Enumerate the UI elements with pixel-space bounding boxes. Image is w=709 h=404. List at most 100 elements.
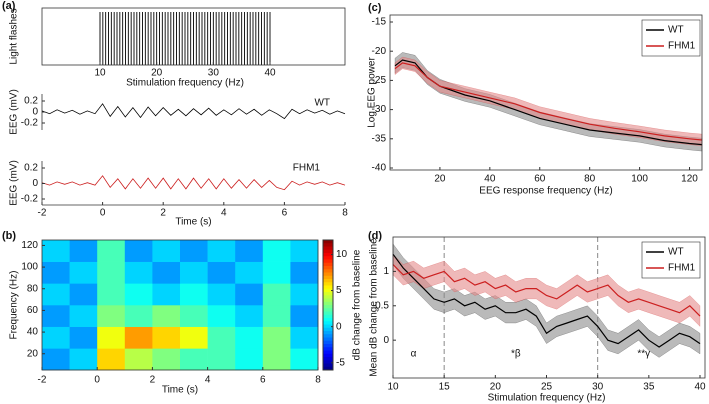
panel-label: (a) — [2, 0, 16, 12]
heat-cell — [97, 261, 126, 284]
y-tick-label: 0 — [383, 335, 389, 346]
x-tick-label: 2 — [160, 208, 166, 219]
heat-cell — [124, 261, 153, 284]
heat-cell — [290, 348, 319, 371]
heat-cell — [180, 240, 208, 262]
x-axis-label: Time (s) — [162, 385, 198, 396]
x-tick-label: 100 — [631, 174, 648, 185]
heat-cell — [69, 261, 98, 284]
x-axis-label: Stimulation frequency (Hz) — [126, 78, 244, 89]
heat-cell — [97, 305, 126, 327]
y-tick-label: -0.2 — [21, 118, 39, 129]
colorbar-step — [323, 272, 333, 277]
colorbar-step — [323, 282, 333, 286]
heat-cell — [124, 240, 153, 262]
heat-cell — [262, 305, 291, 327]
panel-label: (d) — [368, 230, 382, 242]
heat-cell — [262, 283, 291, 306]
heat-cell — [235, 261, 264, 284]
heat-cell — [290, 261, 319, 284]
y-axis-label: Frequency (Hz) — [9, 271, 20, 340]
heat-cell — [262, 326, 291, 349]
legend-label: FHM1 — [668, 41, 696, 52]
x-tick-label: 60 — [534, 174, 546, 185]
colorbar-step — [323, 266, 333, 270]
y-tick-label: -35 — [372, 133, 387, 144]
heat-cell — [97, 240, 126, 262]
panel-label: (c) — [368, 2, 382, 14]
colorbar-step — [323, 350, 333, 355]
heat-cell — [124, 283, 153, 306]
heat-cell — [69, 283, 98, 306]
x-tick-label: 8 — [315, 375, 321, 386]
heat-cell — [69, 305, 98, 327]
y-tick-label: -0.2 — [21, 194, 39, 205]
heat-cell — [42, 305, 70, 327]
y-tick-label: 80 — [27, 283, 39, 294]
colorbar-step — [323, 295, 333, 299]
legend-label: WT — [668, 25, 684, 36]
x-tick-label: 6 — [282, 208, 288, 219]
colorbar-tick-label: 0 — [336, 321, 342, 332]
y-axis-label: EEG (mV) — [9, 89, 20, 135]
heat-cell — [152, 326, 181, 349]
heat-cell — [152, 261, 181, 284]
colorbar-step — [323, 301, 333, 306]
heat-cell — [69, 240, 98, 262]
error-band — [392, 253, 701, 328]
colorbar-step — [323, 246, 333, 251]
y-tick-label: -40 — [372, 163, 387, 174]
heat-cell — [152, 283, 181, 306]
y-tick-label: 120 — [21, 240, 38, 251]
error-band — [392, 243, 701, 358]
colorbar-step — [323, 334, 333, 338]
x-tick-label: 4 — [221, 208, 227, 219]
colorbar-step — [323, 314, 333, 319]
heat-cell — [180, 305, 208, 327]
heat-cell — [152, 348, 181, 371]
colorbar-step — [323, 249, 333, 254]
heat-cell — [42, 261, 70, 284]
heat-cell — [290, 283, 319, 306]
heat-cell — [124, 305, 153, 327]
colorbar-step — [323, 269, 333, 273]
colorbar-step — [323, 285, 333, 290]
colorbar-step — [323, 288, 333, 293]
trace-label: WT — [314, 98, 330, 109]
colorbar-step — [323, 340, 333, 345]
colorbar-step — [323, 279, 333, 283]
colorbar-tick-label: -5 — [336, 357, 345, 368]
heat-cell — [207, 261, 236, 284]
y-tick-label: -20 — [372, 46, 387, 57]
legend-label: WT — [668, 247, 684, 258]
heat-cell — [235, 305, 264, 327]
heat-cell — [207, 240, 236, 262]
heat-cell — [235, 326, 264, 349]
colorbar-step — [323, 331, 333, 335]
colorbar-step — [323, 363, 333, 368]
heat-cell — [235, 348, 264, 371]
series-line — [392, 253, 701, 348]
eeg-trace — [41, 175, 346, 191]
colorbar-step — [323, 327, 333, 332]
annotation: **γ — [637, 349, 650, 360]
colorbar-step — [323, 324, 333, 329]
colorbar-step — [323, 253, 333, 257]
colorbar-step — [323, 337, 333, 342]
y-tick-label: 0 — [32, 178, 38, 189]
panel: WT FHM1 20 40 60 80 100 120 -40 -35 -30 -25 -20 -15 EE… — [367, 2, 703, 197]
y-axis-label: Light flashes — [9, 8, 20, 64]
heat-cell — [235, 240, 264, 262]
heat-cell — [42, 240, 70, 262]
y-tick-label: 1 — [383, 266, 389, 277]
y-axis-label: Mean dB change from baseline — [369, 238, 380, 377]
heat-cell — [124, 348, 153, 371]
y-axis-label: EEG (mV) — [9, 160, 20, 206]
panel: -5 0 5 10 dB change from baseline -2 0 2 4 6 8 20 40… — [2, 230, 363, 396]
y-tick-label: -25 — [372, 75, 387, 86]
colorbar-step — [323, 292, 333, 296]
panel: 10 20 30 40 Stimulation frequency (Hz) Light … — [2, 0, 346, 89]
x-tick-label: 10 — [387, 382, 399, 393]
colorbar-step — [323, 366, 333, 371]
series-line — [394, 62, 703, 141]
